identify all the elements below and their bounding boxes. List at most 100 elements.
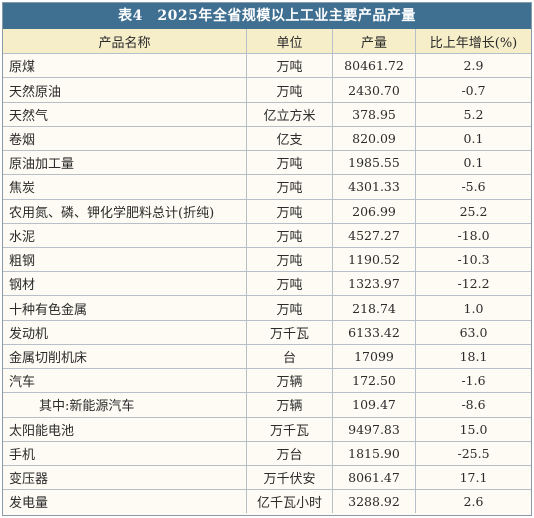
product-growth: -1.6 <box>415 369 531 393</box>
product-name: 粗钢 <box>9 254 36 270</box>
product-name: 其中:新能源汽车 <box>39 399 135 415</box>
table-row: 钢材 万吨 1323.97 -12.2 <box>3 271 531 296</box>
product-growth: -12.2 <box>415 272 531 296</box>
product-growth: 15.0 <box>415 417 531 441</box>
product-unit: 万吨 <box>246 175 332 199</box>
product-output: 8061.47 <box>332 465 415 490</box>
table-row: 十种有色金属 万吨 218.74 1.0 <box>3 295 531 320</box>
product-unit: 万辆 <box>246 369 332 393</box>
product-output: 1815.90 <box>332 441 415 465</box>
product-unit: 万千瓦 <box>246 417 332 441</box>
product-name: 水泥 <box>9 229 36 245</box>
product-unit: 亿支 <box>246 126 332 151</box>
product-growth: 2.9 <box>415 54 531 78</box>
product-growth: -25.5 <box>415 441 531 465</box>
table-row: 汽车 万辆 172.50 -1.6 <box>3 368 531 393</box>
table-row: 粗钢 万吨 1190.52 -10.3 <box>3 246 531 272</box>
product-growth: 63.0 <box>415 320 531 344</box>
table-row: 其中:新能源汽车 万辆 109.47 -8.6 <box>3 392 531 417</box>
product-unit: 万吨 <box>246 223 332 247</box>
product-unit: 万吨 <box>246 247 332 272</box>
product-unit: 万吨 <box>246 78 332 102</box>
product-output: 1323.97 <box>332 272 415 296</box>
product-growth: -10.3 <box>415 247 531 272</box>
product-name: 汽车 <box>9 375 36 391</box>
product-name: 发动机 <box>9 326 49 342</box>
product-output: 4527.27 <box>332 223 415 247</box>
table-row: 太阳能电池 万千瓦 9497.83 15.0 <box>3 416 531 441</box>
product-output: 2430.70 <box>332 78 415 102</box>
table-row: 发动机 万千瓦 6133.42 63.0 <box>3 319 531 344</box>
product-growth: -0.7 <box>415 78 531 102</box>
product-name: 天然气 <box>9 108 49 124</box>
product-growth: 18.1 <box>415 344 531 369</box>
table-title: 表4 2025年全省规模以上工业主要产品产量 <box>3 3 531 29</box>
product-growth: 2.6 <box>415 490 531 514</box>
product-name: 金属切削机床 <box>9 350 88 366</box>
product-name: 原油加工量 <box>9 157 75 173</box>
table-row: 农用氮、磷、钾化学肥料总计(折纯) 万吨 206.99 25.2 <box>3 198 531 223</box>
product-output: 218.74 <box>332 296 415 320</box>
table-row: 天然气 亿立方米 378.95 5.2 <box>3 101 531 126</box>
product-unit: 万吨 <box>246 54 332 78</box>
product-growth: 17.1 <box>415 465 531 490</box>
product-growth: 1.0 <box>415 296 531 320</box>
product-growth: -5.6 <box>415 175 531 199</box>
product-name: 太阳能电池 <box>9 423 75 439</box>
header-output: 产量 <box>332 29 415 54</box>
product-output: 1985.55 <box>332 151 415 175</box>
product-name: 卷烟 <box>9 132 36 148</box>
product-output: 206.99 <box>332 199 415 223</box>
table-row: 手机 万台 1815.90 -25.5 <box>3 440 531 465</box>
table-row: 水泥 万吨 4527.27 -18.0 <box>3 222 531 247</box>
product-output: 378.95 <box>332 102 415 126</box>
table-header-row: 产品名称 单位 产量 比上年增长(%) <box>3 29 531 54</box>
product-unit: 万台 <box>246 441 332 465</box>
table-row: 发电量 亿千瓦小时 3288.92 2.6 <box>3 489 531 514</box>
product-output: 9497.83 <box>332 417 415 441</box>
header-growth: 比上年增长(%) <box>415 29 531 54</box>
product-unit: 万千瓦 <box>246 320 332 344</box>
product-growth: -8.6 <box>415 393 531 417</box>
table-row: 原煤 万吨 80461.72 2.9 <box>3 53 531 78</box>
product-growth: 0.1 <box>415 151 531 175</box>
product-name: 焦炭 <box>9 181 36 197</box>
product-unit: 万吨 <box>246 272 332 296</box>
product-output: 6133.42 <box>332 320 415 344</box>
product-unit: 万吨 <box>246 151 332 175</box>
product-output: 4301.33 <box>332 175 415 199</box>
product-name: 发电量 <box>9 496 49 512</box>
product-unit: 万吨 <box>246 199 332 223</box>
product-output: 80461.72 <box>332 54 415 78</box>
product-growth: 25.2 <box>415 199 531 223</box>
product-output: 820.09 <box>332 126 415 151</box>
product-name: 钢材 <box>9 278 36 294</box>
product-unit: 万辆 <box>246 393 332 417</box>
product-unit: 万吨 <box>246 296 332 320</box>
product-unit: 台 <box>246 344 332 369</box>
table-row: 卷烟 亿支 820.09 0.1 <box>3 125 531 151</box>
product-name: 十种有色金属 <box>9 302 88 318</box>
table-title-text: 表4 2025年全省规模以上工业主要产品产量 <box>118 8 416 24</box>
product-output: 1190.52 <box>332 247 415 272</box>
product-growth: 0.1 <box>415 126 531 151</box>
table-row: 天然原油 万吨 2430.70 -0.7 <box>3 77 531 102</box>
header-unit: 单位 <box>246 29 332 54</box>
product-output: 3288.92 <box>332 490 415 514</box>
table-row: 原油加工量 万吨 1985.55 0.1 <box>3 150 531 175</box>
product-output: 172.50 <box>332 369 415 393</box>
product-unit: 亿立方米 <box>246 102 332 126</box>
header-product-name: 产品名称 <box>98 35 151 51</box>
product-unit: 万千伏安 <box>246 465 332 490</box>
table-row: 焦炭 万吨 4301.33 -5.6 <box>3 174 531 199</box>
product-name: 原煤 <box>9 60 36 76</box>
product-unit: 亿千瓦小时 <box>246 490 332 514</box>
product-output: 109.47 <box>332 393 415 417</box>
product-name: 手机 <box>9 447 36 463</box>
product-output: 17099 <box>332 344 415 369</box>
product-name: 农用氮、磷、钾化学肥料总计(折纯) <box>9 205 215 221</box>
product-growth: -18.0 <box>415 223 531 247</box>
product-name: 变压器 <box>9 472 49 488</box>
product-growth: 5.2 <box>415 102 531 126</box>
